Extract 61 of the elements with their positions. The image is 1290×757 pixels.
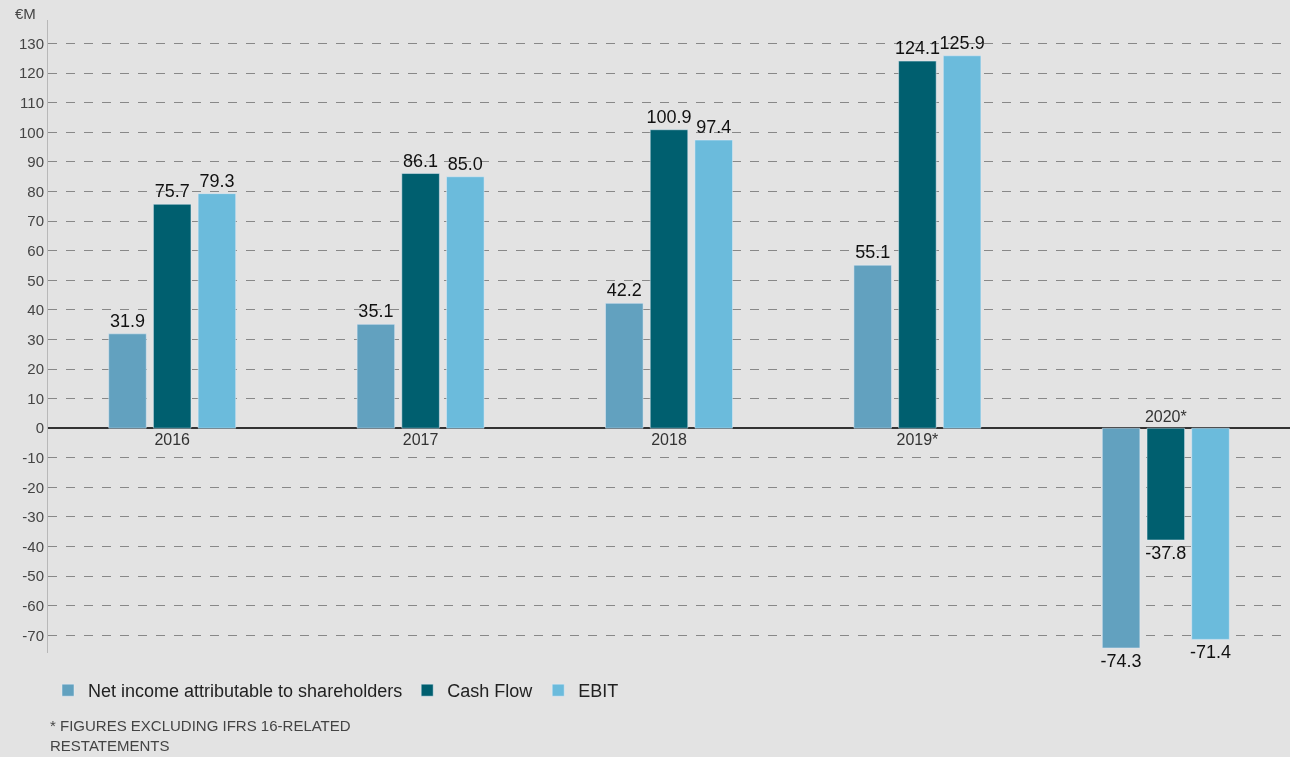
y-tick-label: 40 — [27, 301, 44, 319]
y-tick-label: 110 — [20, 94, 44, 112]
bar — [943, 55, 982, 429]
data-label: 79.3 — [199, 170, 235, 191]
y-tick-label: 130 — [18, 34, 44, 52]
y-tick-label: 100 — [18, 123, 44, 141]
y-tick-label: -20 — [22, 478, 44, 496]
y-tick-label: -70 — [22, 626, 44, 644]
y-tick-label: 120 — [18, 64, 44, 82]
y-tick-label: 50 — [27, 271, 44, 289]
bar — [1146, 427, 1185, 541]
y-tick-label: 10 — [27, 389, 44, 407]
data-label: 42.2 — [606, 280, 642, 301]
legend-label: Cash Flow — [447, 681, 534, 702]
data-label: -71.4 — [1189, 642, 1232, 663]
y-tick-label: 90 — [27, 153, 44, 171]
y-tick-label: 70 — [27, 212, 44, 230]
x-tick-label: 2017 — [402, 431, 439, 449]
data-label: 125.9 — [939, 32, 985, 53]
x-tick-label: 2020* — [1144, 408, 1187, 425]
x-tick-label: 2019* — [896, 431, 939, 449]
bar — [197, 193, 236, 429]
bar — [1191, 427, 1230, 640]
bar — [401, 173, 440, 429]
data-label: 86.1 — [403, 150, 439, 171]
data-label: 97.4 — [696, 117, 732, 138]
data-label: -37.8 — [1145, 543, 1187, 564]
legend-label: EBIT — [578, 681, 619, 702]
bar — [1102, 427, 1141, 649]
x-tick-label: 2018 — [651, 431, 687, 449]
bar — [605, 303, 644, 429]
data-label: 35.1 — [358, 301, 394, 322]
text: * FIGURES EXCLUDING IFRS 16-RELATED RESTATEMENTS — [50, 717, 351, 754]
bar — [649, 129, 689, 429]
bar — [153, 204, 192, 429]
y-tick-label: -50 — [22, 567, 44, 585]
data-label: -74.3 — [1100, 650, 1142, 671]
bar — [356, 324, 395, 429]
y-axis-title: €M — [15, 5, 36, 22]
y-tick-label: 30 — [27, 330, 44, 348]
x-tick-label: 2016 — [154, 431, 191, 449]
y-tick-label: 80 — [27, 182, 44, 200]
legend-label: Net income attributable to shareholders — [88, 681, 403, 702]
data-label: 100.9 — [646, 106, 692, 127]
bar — [853, 264, 892, 429]
y-tick-label: 20 — [27, 360, 44, 378]
y-tick-label: -30 — [22, 508, 44, 526]
data-label: 55.1 — [855, 242, 891, 263]
bar — [898, 60, 937, 429]
y-tick-label: -10 — [22, 449, 44, 467]
y-tick-label: -40 — [22, 537, 44, 555]
data-label: 85.0 — [447, 153, 483, 174]
y-tick-label: 0 — [35, 419, 44, 437]
y-tick-label: 60 — [27, 241, 44, 259]
bar — [108, 333, 147, 429]
data-label: 124.1 — [894, 38, 940, 59]
y-tick-label: -60 — [22, 596, 44, 614]
bar — [446, 176, 485, 429]
data-label: 31.9 — [109, 310, 146, 331]
bar — [694, 139, 733, 429]
data-label: 75.7 — [154, 181, 190, 202]
